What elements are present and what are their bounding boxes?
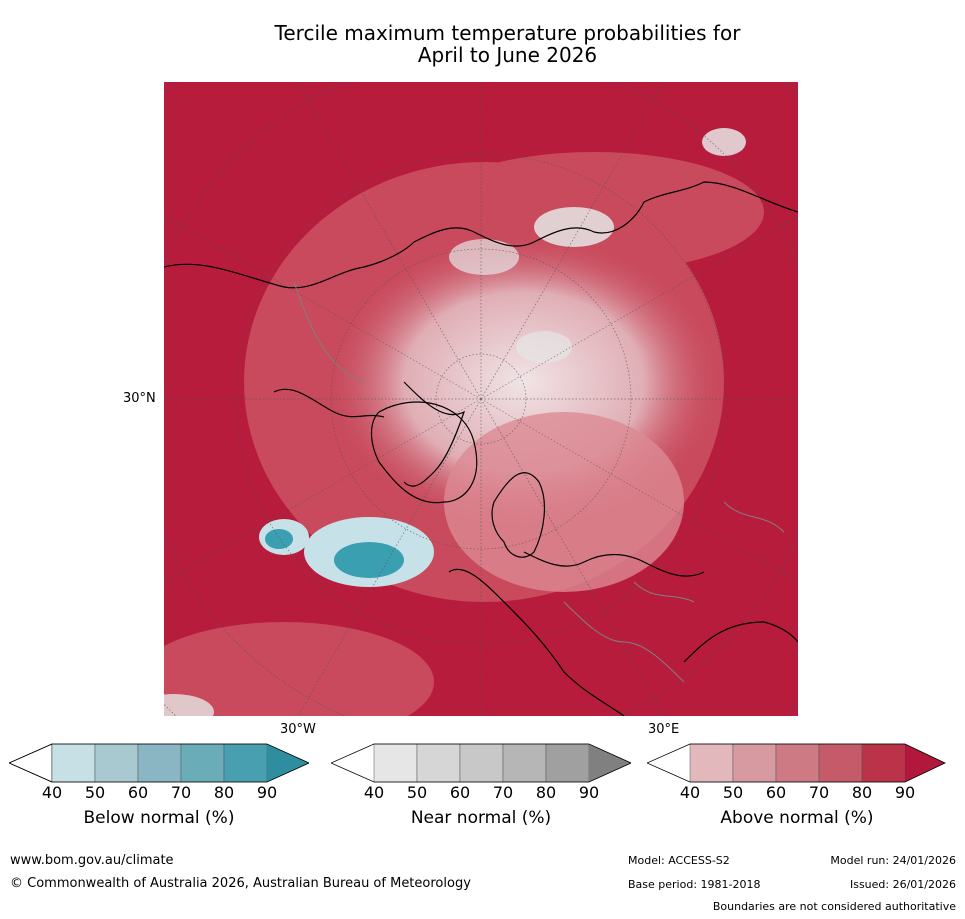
lon-label-30e: 30°E [648, 722, 680, 737]
model-run-text: Model run: 24/01/2026 [830, 854, 956, 867]
colorbar-segment [689, 743, 734, 783]
colorbar-segment [137, 743, 182, 783]
cb-tick: 60 [765, 783, 787, 802]
cb-tick: 50 [722, 783, 744, 802]
colorbar-segment [51, 743, 96, 783]
colorbar-below-ticks: 40 50 60 70 80 90 [9, 783, 309, 805]
disclaimer-text: Boundaries are not considered authoritat… [712, 900, 956, 913]
cb-tick: 70 [492, 783, 514, 802]
country-borders [293, 281, 785, 683]
cb-tick: 80 [535, 783, 557, 802]
colorbar-below-label: Below normal (%) [83, 808, 235, 828]
cb-tick: 40 [363, 783, 385, 802]
cb-tick: 70 [170, 783, 192, 802]
cb-tick: 90 [578, 783, 600, 802]
colorbar-segment [647, 744, 690, 782]
coastlines [163, 181, 799, 717]
colorbar-segment [331, 744, 374, 782]
colorbar-segment [180, 743, 225, 783]
colorbar-near-ticks: 40 50 60 70 80 90 [331, 783, 631, 805]
base-period-text: Base period: 1981-2018 [628, 878, 761, 891]
model-text: Model: ACCESS-S2 [628, 854, 730, 867]
colorbar-below-normal: 40 50 60 70 80 90 Below normal (%) [9, 743, 309, 833]
colorbar-segment [459, 743, 504, 783]
above-light-region-europe [444, 412, 684, 592]
cb-tick: 70 [808, 783, 830, 802]
colorbar-segment [818, 743, 863, 783]
lat-label-30n: 30°N [123, 391, 156, 406]
colorbar-segment [9, 743, 53, 783]
website-link[interactable]: www.bom.gov.au/climate [10, 853, 174, 868]
colorbar-segment [416, 743, 461, 783]
colorbar-segment [94, 743, 139, 783]
near-normal-patch-2 [702, 128, 746, 156]
colorbar-segment [861, 743, 906, 783]
copyright-text: © Commonwealth of Australia 2026, Austra… [10, 876, 471, 891]
title-line-2: April to June 2026 [417, 43, 598, 67]
colorbar-segment [905, 744, 945, 782]
cb-tick: 40 [679, 783, 701, 802]
colorbar-segment [589, 744, 631, 782]
lon-label-30w: 30°W [280, 722, 316, 737]
colorbar-segment [502, 743, 547, 783]
colorbar-near-svg [331, 743, 631, 783]
colorbar-segment [732, 743, 777, 783]
near-normal-patch-1 [534, 207, 614, 247]
polar-map [40, 0, 922, 840]
colorbar-near-label: Near normal (%) [410, 808, 552, 828]
near-normal-patch-3 [449, 239, 519, 275]
colorbar-segment [545, 743, 590, 783]
issued-text: Issued: 26/01/2026 [849, 878, 956, 891]
cb-tick: 90 [256, 783, 278, 802]
cb-tick: 80 [213, 783, 235, 802]
cb-tick: 90 [894, 783, 916, 802]
colorbar-segment [775, 743, 820, 783]
colorbar-segment [373, 743, 418, 783]
map-svg [40, 0, 922, 840]
below-normal-teal-patch-2 [265, 529, 293, 549]
near-normal-patch-4 [516, 331, 572, 363]
colorbar-above-normal: 40 50 60 70 80 90 Above normal (%) [647, 743, 947, 833]
cb-tick: 50 [406, 783, 428, 802]
cb-tick: 40 [41, 783, 63, 802]
colorbar-near-normal: 40 50 60 70 80 90 Near normal (%) [331, 743, 631, 833]
title-line-1: Tercile maximum temperature probabilitie… [274, 21, 741, 45]
colorbar-below-svg [9, 743, 309, 783]
colorbar-segment [223, 743, 268, 783]
colorbar-above-label: Above normal (%) [720, 808, 874, 828]
cb-tick: 60 [449, 783, 471, 802]
colorbar-segment [267, 744, 309, 782]
cb-tick: 60 [127, 783, 149, 802]
cb-tick: 50 [84, 783, 106, 802]
colorbar-above-ticks: 40 50 60 70 80 90 [647, 783, 947, 805]
cb-tick: 80 [851, 783, 873, 802]
below-normal-teal-patch [334, 542, 404, 578]
colorbar-above-svg [647, 743, 946, 783]
chart-title: Tercile maximum temperature probabilitie… [200, 22, 815, 66]
